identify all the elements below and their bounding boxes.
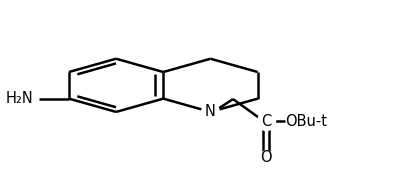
Text: N: N <box>205 105 216 119</box>
Text: OBu-t: OBu-t <box>285 114 327 129</box>
Text: C: C <box>261 114 271 129</box>
Text: O: O <box>260 150 272 165</box>
Text: H₂N: H₂N <box>6 91 33 106</box>
